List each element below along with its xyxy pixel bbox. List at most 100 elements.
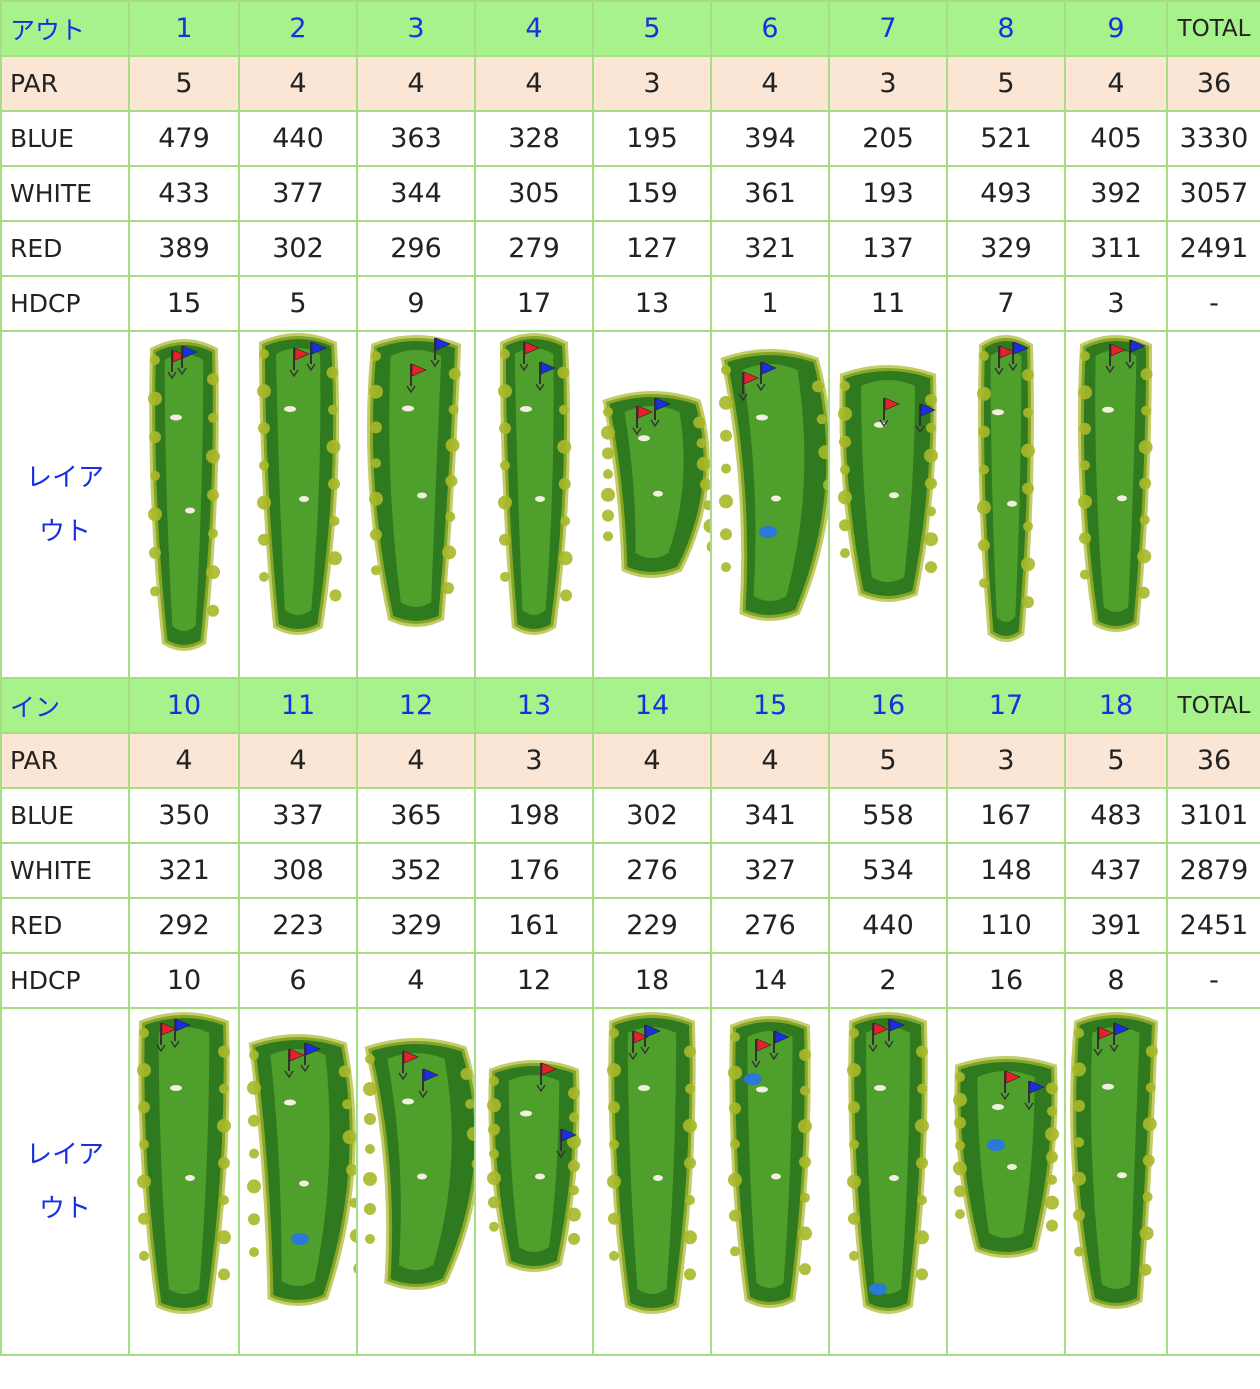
hole-layout-cell[interactable] xyxy=(710,1007,830,1356)
score-cell: 377 xyxy=(238,165,358,222)
hole-13-layout-map-icon xyxy=(487,1060,581,1272)
out-layout-row: レイア ウト xyxy=(0,330,1260,679)
score-cell: 329 xyxy=(946,220,1066,277)
score-cell: 223 xyxy=(238,897,358,954)
in-header-row: イン 10 11 12 13 14 15 16 17 18 TOTAL xyxy=(0,677,1260,734)
row-label: WHITE xyxy=(0,842,130,899)
hole-number-15: 15 xyxy=(710,677,830,734)
score-cell: 328 xyxy=(474,110,594,167)
in-row-blue: BLUE 350 337 365 198 302 341 558 167 483 3101 xyxy=(0,787,1260,844)
hole-layout-cell[interactable] xyxy=(128,1007,240,1356)
hole-layout-cell[interactable] xyxy=(238,330,358,679)
hole-layout-cell[interactable] xyxy=(828,330,948,679)
hole-17-layout-map-icon xyxy=(953,1056,1059,1258)
score-cell: 4 xyxy=(238,732,358,789)
score-cell: 4 xyxy=(710,732,830,789)
layout-label-line: レイア xyxy=(25,462,104,493)
hole-number-3: 3 xyxy=(356,0,476,57)
score-cell: 440 xyxy=(828,897,948,954)
in-row-red: RED 292 223 329 161 229 276 440 110 391 2451 xyxy=(0,897,1260,954)
score-cell: 7 xyxy=(946,275,1066,332)
hole-number-1: 1 xyxy=(128,0,240,57)
row-total: - xyxy=(1166,275,1260,332)
row-label: PAR xyxy=(0,55,130,112)
score-cell: 302 xyxy=(238,220,358,277)
out-row-par: PAR 5 4 4 4 3 4 3 5 4 36 xyxy=(0,55,1260,112)
score-cell: 10 xyxy=(128,952,240,1009)
score-cell: 13 xyxy=(592,275,712,332)
row-label: HDCP xyxy=(0,952,130,1009)
hole-layout-cell[interactable] xyxy=(1064,330,1168,679)
score-cell: 6 xyxy=(238,952,358,1009)
score-cell: 321 xyxy=(128,842,240,899)
score-cell: 8 xyxy=(1064,952,1168,1009)
in-section-title: イン xyxy=(0,677,130,734)
score-cell: 302 xyxy=(592,787,712,844)
in-row-hdcp: HDCP 10 6 4 12 18 14 2 16 8- xyxy=(0,952,1260,1009)
score-cell: 12 xyxy=(474,952,594,1009)
hole-layout-cell[interactable] xyxy=(592,330,712,679)
score-cell: 440 xyxy=(238,110,358,167)
score-cell: 276 xyxy=(592,842,712,899)
hole-1-layout-map-icon xyxy=(148,339,220,651)
score-cell: 5 xyxy=(828,732,948,789)
score-cell: 161 xyxy=(474,897,594,954)
scorecard-table: アウト 1 2 3 4 5 6 7 8 9 TOTAL PAR 5 4 4 4 3 4 3 5 4 36 BLUE 479 44… xyxy=(0,0,1260,1356)
score-cell: 534 xyxy=(828,842,948,899)
hole-layout-cell[interactable] xyxy=(128,330,240,679)
out-row-red: RED 389 302 296 279 127 321 137 329 311 2491 xyxy=(0,220,1260,277)
row-total: 36 xyxy=(1166,55,1260,112)
out-layout-label: レイア ウト xyxy=(0,330,130,679)
hole-layout-cell[interactable] xyxy=(1064,1007,1168,1356)
score-cell: 1 xyxy=(710,275,830,332)
hole-layout-cell[interactable] xyxy=(946,330,1066,679)
in-row-par: PAR 4 4 4 3 4 4 5 3 5 36 xyxy=(0,732,1260,789)
score-cell: 167 xyxy=(946,787,1066,844)
hole-10-layout-map-icon xyxy=(137,1012,231,1314)
layout-label-line: レイア xyxy=(25,1139,104,1170)
out-section-title: アウト xyxy=(0,0,130,57)
in-layout-label: レイア ウト xyxy=(0,1007,130,1356)
out-total-header: TOTAL xyxy=(1166,0,1260,57)
score-cell: 3 xyxy=(1064,275,1168,332)
hole-layout-cell[interactable] xyxy=(474,1007,594,1356)
score-cell: 365 xyxy=(356,787,476,844)
out-section: アウト 1 2 3 4 5 6 7 8 9 TOTAL PAR 5 4 4 4 3 4 3 5 4 36 BLUE 479 44… xyxy=(0,0,1260,679)
hole-layout-cell[interactable] xyxy=(238,1007,358,1356)
score-cell: 405 xyxy=(1064,110,1168,167)
row-total: 3101 xyxy=(1166,787,1260,844)
hole-14-layout-map-icon xyxy=(607,1012,697,1314)
score-cell: 350 xyxy=(128,787,240,844)
score-cell: 321 xyxy=(710,220,830,277)
score-cell: 15 xyxy=(128,275,240,332)
in-section: イン 10 11 12 13 14 15 16 17 18 TOTAL PAR 4 4 4 3 4 4 5 3 5 36 B… xyxy=(0,677,1260,1356)
hole-layout-cell[interactable] xyxy=(356,1007,476,1356)
score-cell: 305 xyxy=(474,165,594,222)
hole-number-7: 7 xyxy=(828,0,948,57)
hole-layout-cell[interactable] xyxy=(946,1007,1066,1356)
score-cell: 493 xyxy=(946,165,1066,222)
hole-layout-cell[interactable] xyxy=(828,1007,948,1356)
hole-layout-cell[interactable] xyxy=(710,330,830,679)
empty-cell xyxy=(1166,1007,1260,1356)
hole-layout-cell[interactable] xyxy=(474,330,594,679)
hole-8-layout-map-icon xyxy=(977,335,1035,642)
hole-number-18: 18 xyxy=(1064,677,1168,734)
hole-layout-cell[interactable] xyxy=(592,1007,712,1356)
score-cell: 4 xyxy=(592,732,712,789)
row-total: 3057 xyxy=(1166,165,1260,222)
score-cell: 127 xyxy=(592,220,712,277)
score-cell: 17 xyxy=(474,275,594,332)
row-total: 2451 xyxy=(1166,897,1260,954)
hole-number-11: 11 xyxy=(238,677,358,734)
out-row-hdcp: HDCP 15 5 9 17 13 1 11 7 3- xyxy=(0,275,1260,332)
score-cell: 176 xyxy=(474,842,594,899)
hole-5-layout-map-icon xyxy=(601,391,709,578)
score-cell: 205 xyxy=(828,110,948,167)
score-cell: 4 xyxy=(474,55,594,112)
score-cell: 137 xyxy=(828,220,948,277)
score-cell: 311 xyxy=(1064,220,1168,277)
hole-18-layout-map-icon xyxy=(1070,1012,1159,1309)
hole-layout-cell[interactable] xyxy=(356,330,476,679)
hole-number-16: 16 xyxy=(828,677,948,734)
